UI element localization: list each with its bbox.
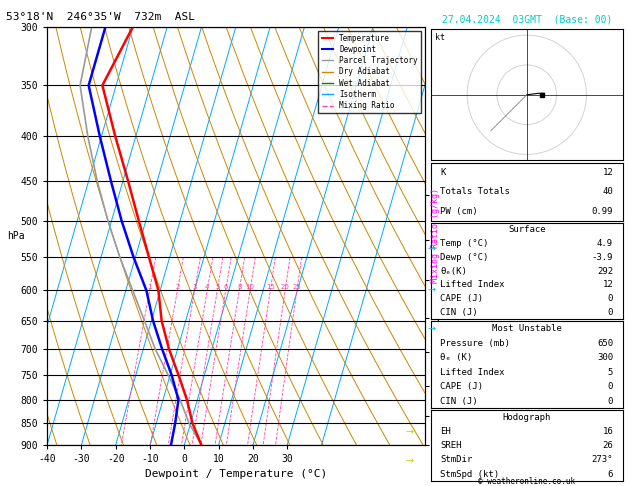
- Text: Temp (°C): Temp (°C): [440, 239, 489, 248]
- Text: 5: 5: [215, 284, 220, 291]
- Text: 8: 8: [237, 284, 242, 291]
- Text: θₑ(K): θₑ(K): [440, 267, 467, 276]
- Text: © weatheronline.co.uk: © weatheronline.co.uk: [478, 477, 576, 486]
- Text: 15: 15: [266, 284, 275, 291]
- Text: 2: 2: [175, 284, 180, 291]
- Text: 40: 40: [603, 187, 613, 196]
- Text: 300: 300: [597, 353, 613, 362]
- Text: →: →: [406, 456, 414, 466]
- Text: 292: 292: [597, 267, 613, 276]
- Text: 1: 1: [147, 284, 152, 291]
- X-axis label: Dewpoint / Temperature (°C): Dewpoint / Temperature (°C): [145, 469, 327, 479]
- Text: CIN (J): CIN (J): [440, 308, 478, 317]
- Text: Totals Totals: Totals Totals: [440, 187, 510, 196]
- Text: 12: 12: [603, 280, 613, 289]
- Text: 10: 10: [245, 284, 255, 291]
- Text: 3: 3: [192, 284, 197, 291]
- Text: Lifted Index: Lifted Index: [440, 280, 505, 289]
- Text: hPa: hPa: [7, 231, 25, 241]
- Text: EH: EH: [440, 427, 451, 436]
- Text: Lifted Index: Lifted Index: [440, 367, 505, 377]
- Text: Surface: Surface: [508, 225, 545, 234]
- Text: θₑ (K): θₑ (K): [440, 353, 473, 362]
- Text: →: →: [406, 427, 414, 437]
- Text: 26: 26: [603, 441, 613, 450]
- Text: 0: 0: [608, 294, 613, 303]
- Text: 20: 20: [281, 284, 289, 291]
- Text: CAPE (J): CAPE (J): [440, 294, 484, 303]
- Y-axis label: km
ASL: km ASL: [441, 227, 462, 244]
- Text: 4: 4: [205, 284, 209, 291]
- Text: PW (cm): PW (cm): [440, 207, 478, 216]
- Text: K: K: [440, 168, 446, 177]
- Text: LCL: LCL: [432, 400, 447, 409]
- Text: 0.99: 0.99: [592, 207, 613, 216]
- Text: 0: 0: [608, 397, 613, 406]
- Legend: Temperature, Dewpoint, Parcel Trajectory, Dry Adiabat, Wet Adiabat, Isotherm, Mi: Temperature, Dewpoint, Parcel Trajectory…: [318, 31, 421, 113]
- Text: 27.04.2024  03GMT  (Base: 00): 27.04.2024 03GMT (Base: 00): [442, 15, 612, 25]
- Text: 0: 0: [608, 382, 613, 391]
- Text: Pressure (mb): Pressure (mb): [440, 339, 510, 347]
- Text: CIN (J): CIN (J): [440, 397, 478, 406]
- Text: 53°18'N  246°35'W  732m  ASL: 53°18'N 246°35'W 732m ASL: [6, 12, 195, 22]
- Text: 0: 0: [608, 308, 613, 317]
- Text: →: →: [428, 325, 436, 334]
- Text: Mixing Ratio (g/kg): Mixing Ratio (g/kg): [431, 188, 440, 283]
- Text: 25: 25: [292, 284, 301, 291]
- Text: →: →: [428, 285, 436, 295]
- Text: 16: 16: [603, 427, 613, 436]
- Text: kt: kt: [435, 33, 445, 42]
- Text: 273°: 273°: [592, 455, 613, 465]
- Text: Most Unstable: Most Unstable: [492, 324, 562, 333]
- Text: 4.9: 4.9: [597, 239, 613, 248]
- Text: Dewp (°C): Dewp (°C): [440, 253, 489, 262]
- Text: 650: 650: [597, 339, 613, 347]
- Text: SREH: SREH: [440, 441, 462, 450]
- Text: CAPE (J): CAPE (J): [440, 382, 484, 391]
- Text: -3.9: -3.9: [592, 253, 613, 262]
- Text: 6: 6: [608, 469, 613, 479]
- Text: →: →: [428, 244, 436, 254]
- Text: Hodograph: Hodograph: [503, 413, 551, 422]
- Text: StmSpd (kt): StmSpd (kt): [440, 469, 499, 479]
- Text: 6: 6: [223, 284, 228, 291]
- Text: 12: 12: [603, 168, 613, 177]
- Text: StmDir: StmDir: [440, 455, 473, 465]
- Text: 5: 5: [608, 367, 613, 377]
